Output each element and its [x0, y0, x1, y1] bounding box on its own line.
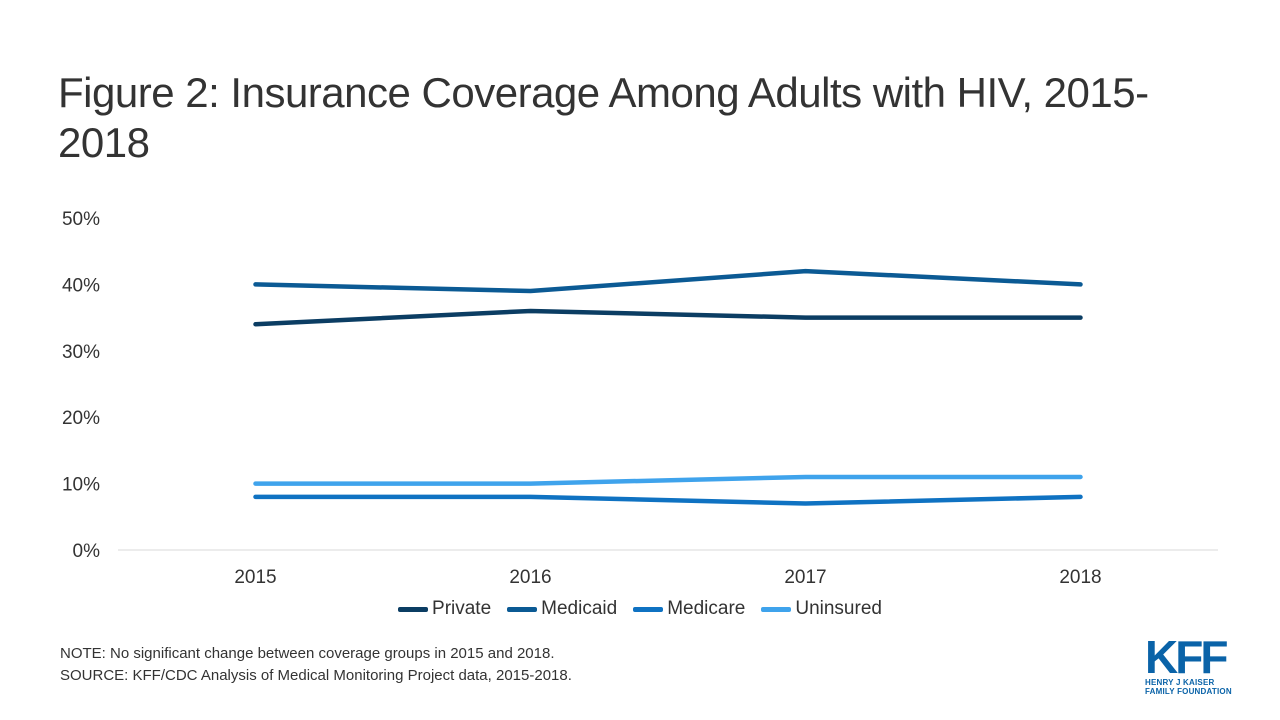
x-tick-label: 2017 — [784, 567, 826, 588]
note-text: NOTE: No significant change between cove… — [60, 645, 555, 662]
series-lines — [253, 268, 1083, 506]
source-text: SOURCE: KFF/CDC Analysis of Medical Moni… — [60, 667, 572, 684]
footnotes: NOTE: No significant change between cove… — [60, 643, 572, 687]
logo-wordmark: KFF — [1145, 631, 1228, 683]
series-line-private — [253, 308, 1083, 327]
y-tick-label: 30% — [62, 342, 100, 363]
kff-logo: KFF HENRY J KAISER FAMILY FOUNDATION — [1145, 631, 1237, 698]
legend-swatch — [398, 606, 429, 612]
y-tick-label: 0% — [73, 541, 101, 562]
series-line-uninsured — [253, 474, 1083, 486]
legend-item-medicaid: Medicaid — [507, 598, 617, 620]
legend-label: Uninsured — [795, 598, 882, 619]
legend-label: Medicaid — [541, 598, 618, 619]
logo-line-2: FAMILY FOUNDATION — [1145, 687, 1232, 696]
chart-legend: Private Medicaid Medicare Uninsured — [0, 598, 1280, 620]
x-tick-label: 2018 — [1059, 567, 1101, 588]
x-tick-label: 2015 — [234, 567, 276, 588]
y-axis: 0% 10% 20% 30% 40% 50% — [62, 209, 100, 562]
legend-item-medicare: Medicare — [633, 598, 745, 620]
y-tick-label: 10% — [62, 475, 100, 496]
series-line-medicaid — [253, 268, 1083, 294]
x-tick-label: 2016 — [509, 567, 551, 588]
x-axis: 2015 2016 2017 2018 — [234, 567, 1101, 588]
y-tick-label: 50% — [62, 209, 100, 230]
series-line-medicare — [253, 494, 1083, 506]
legend-label: Medicare — [667, 598, 746, 619]
legend-swatch — [633, 606, 664, 612]
legend-item-uninsured: Uninsured — [761, 598, 882, 620]
legend-item-private: Private — [398, 598, 491, 620]
legend-swatch — [507, 606, 538, 612]
y-tick-label: 40% — [62, 275, 100, 296]
chart-title: Figure 2: Insurance Coverage Among Adult… — [58, 69, 1149, 166]
legend-swatch — [761, 606, 792, 612]
line-chart: 0% 10% 20% 30% 40% 50% 2015 2016 2017 2018 — [62, 209, 1218, 588]
legend-label: Private — [432, 598, 492, 619]
y-tick-label: 20% — [62, 408, 100, 429]
logo-line-1: HENRY J KAISER — [1145, 678, 1215, 687]
